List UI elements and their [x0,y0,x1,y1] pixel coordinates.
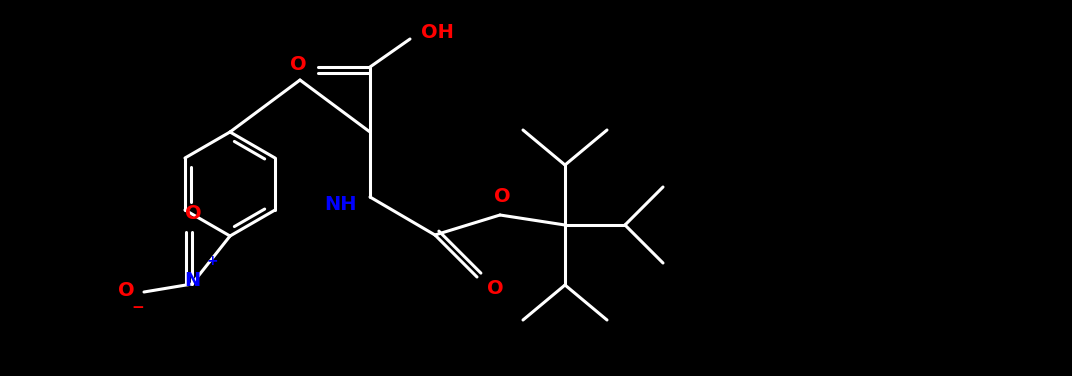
Text: N: N [184,270,200,290]
Text: O: O [184,205,202,223]
Text: O: O [118,280,134,300]
Text: O: O [289,56,307,74]
Text: O: O [487,279,504,299]
Text: OH: OH [420,23,453,42]
Text: O: O [494,188,510,206]
Text: −: − [132,300,145,315]
Text: +: + [206,254,218,268]
Text: NH: NH [324,196,356,214]
